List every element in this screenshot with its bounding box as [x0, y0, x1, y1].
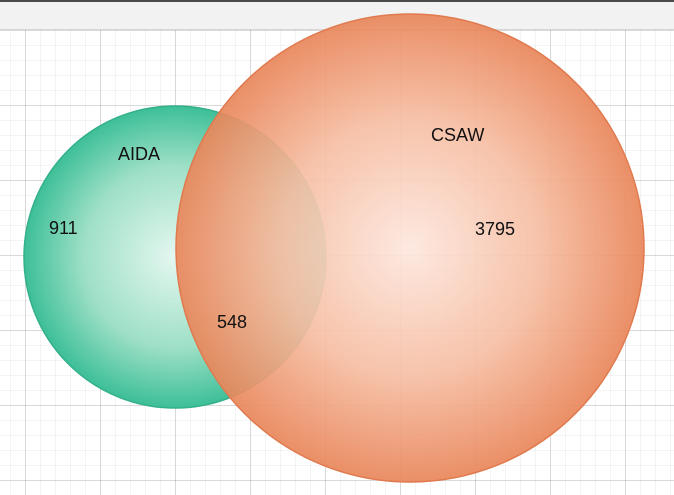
csaw-circle[interactable]	[175, 13, 645, 483]
aida-set-label: AIDA	[118, 144, 160, 164]
aida-only-count: 911	[49, 218, 78, 238]
intersection-count: 548	[217, 312, 247, 332]
csaw-set-label: CSAW	[431, 125, 484, 145]
csaw-only-count: 3795	[475, 219, 515, 239]
